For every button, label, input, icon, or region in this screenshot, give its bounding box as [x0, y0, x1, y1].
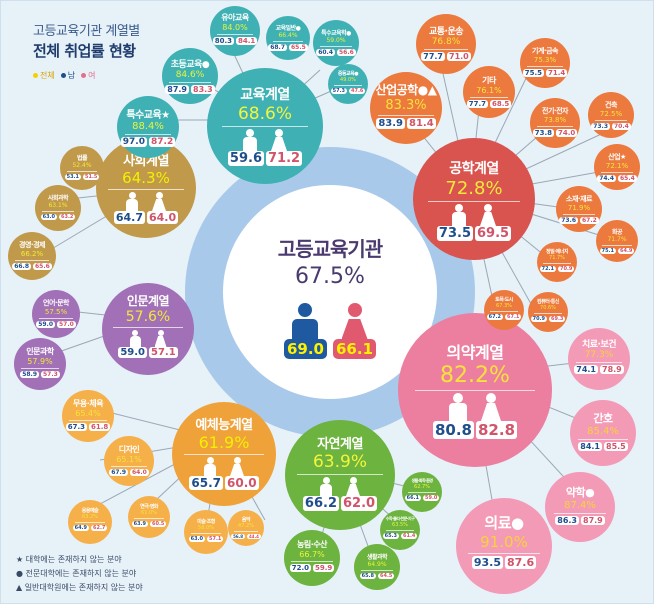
female-figure: 66.1: [333, 303, 377, 359]
female-person-icon: [152, 192, 166, 211]
sub-home-science: 생활과학 64.9% 65.8 64.5: [354, 544, 400, 590]
center-female-value: 66.1: [333, 339, 377, 359]
male-person-icon: [320, 477, 332, 496]
group-natural: 자연계열 63.9% 66.2 62.0: [285, 420, 395, 530]
legend-female: 여: [81, 70, 95, 81]
male-person-icon: [126, 192, 138, 211]
male-person-icon: [204, 457, 216, 476]
female-person-icon: [230, 457, 244, 476]
sub-general-education: 교육일반● 66.4% 68.7 65.5: [266, 16, 310, 60]
dot-icon: [60, 73, 66, 78]
sub-architecture: 건축 72.5% 73.3 70.4: [588, 92, 634, 138]
sub-therapy-health: 치료·보건 77.3% 74.1 78.9: [568, 328, 630, 390]
female-person-icon: [154, 330, 167, 347]
male-person-icon: [298, 303, 313, 317]
sub-materials: 소재·재료 71.9% 73.6 67.2: [556, 186, 602, 232]
sub-computer-communication: 컴퓨터·통신 70.6% 70.9 69.3: [528, 292, 568, 332]
sub-fine-arts: 미술·조형 58.0% 63.0 57.1: [184, 510, 228, 554]
legend: 전체 남 여: [33, 70, 95, 81]
note-circle: ● 전문대학에는 존재하지 않는 분야: [16, 569, 137, 578]
sub-math-physics-earth: 수학·물리·천문·지구 63.5% 65.3 61.4: [380, 510, 420, 550]
sub-special-ed-studies: 특수교육학● 59.0% 60.4 56.6: [313, 20, 359, 66]
sub-business-economics: 경영·경제 66.2% 66.8 65.6: [8, 232, 56, 280]
female-person-icon: [346, 477, 360, 496]
female-person-icon: [481, 393, 501, 421]
sub-music: 음악 47.2% 56.8 44.4: [228, 510, 264, 546]
sub-transport: 교통·운송 76.8% 77.7 71.0: [416, 14, 476, 74]
center-male-value: 69.0: [283, 339, 327, 359]
sub-humanities-science: 인문과학 57.9% 58.9 57.3: [14, 338, 66, 390]
group-education: 교육계열 68.6% 59.6 71.2: [207, 68, 323, 184]
chart-subtitle: 고등교육기관 계열별: [33, 24, 140, 39]
sub-language-literature: 언어·문학 57.5% 59.0 57.0: [32, 290, 80, 338]
male-person-icon: [243, 129, 257, 151]
sub-other: 기타 76.1% 77.7 68.5: [463, 66, 515, 118]
sub-life-chem-env: 생활·화학·환경 62.7% 66.1 59.0: [402, 472, 442, 512]
center-pct: 67.5%: [295, 264, 365, 289]
sub-electrical-electronics: 전기·전자 73.8% 73.8 74.0: [530, 98, 580, 148]
sub-agriculture-fishery: 농림·수산 66.7% 72.0 59.9: [284, 530, 340, 586]
male-figure: 69.0: [283, 303, 327, 359]
female-person-icon: [480, 204, 496, 226]
sub-mechanical-metal: 기계·금속 75.3% 75.5 71.4: [520, 38, 570, 88]
female-person-icon: [347, 303, 362, 317]
sub-law: 법률 52.4% 53.1 51.5: [60, 146, 104, 190]
center-name: 고등교육기관: [277, 237, 383, 261]
sub-industrial: 산업★ 72.1% 74.4 65.4: [594, 144, 640, 190]
sub-dance-sports: 무용·체육 65.4% 67.3 61.8: [62, 390, 114, 442]
male-person-icon: [452, 204, 466, 226]
sub-design: 디자인 65.1% 67.9 64.0: [104, 436, 154, 486]
female-person-icon: [271, 129, 287, 151]
sub-social-science: 사회과학 63.1% 63.0 63.2: [35, 185, 81, 231]
dot-icon: [81, 73, 87, 78]
male-person-icon: [129, 330, 141, 347]
legend-total: 전체: [33, 70, 55, 81]
chart-title: 전체 취업률 현황: [33, 42, 136, 60]
sub-precision-energy: 정밀·에너지 71.7% 72.1 70.9: [537, 242, 577, 282]
sub-civil-urban: 토목·도시 67.3% 67.2 67.1: [484, 290, 524, 330]
sub-elementary-education: 초등교육● 84.6% 87.9 83.3: [162, 48, 218, 104]
center-total-circle: 고등교육기관 67.5% 69.0 66.1: [223, 185, 437, 399]
note-triangle: ▲ 일반대학원에는 존재하지 않는 분야: [16, 583, 143, 592]
sub-secondary-education: 중등교육● 49.0% 57.3 47.6: [328, 64, 368, 104]
sub-pharmacy: 약학● 87.4% 86.3 87.9: [545, 472, 615, 542]
sub-special-education: 특수교육★ 88.4% 97.0 87.2: [117, 96, 179, 158]
dot-icon: [33, 73, 38, 78]
group-engineering: 공학계열 72.8% 73.5 69.5: [413, 138, 535, 260]
legend-male: 남: [60, 70, 75, 81]
group-medical: 의약계열 82.2% 80.8 82.8: [398, 313, 552, 467]
sub-nursing: 간호 85.4% 84.1 85.5: [570, 400, 636, 466]
sub-applied-arts: 응용예술 63.2% 64.9 62.7: [68, 500, 112, 544]
group-arts: 예체능계열 61.9% 65.7 60.0: [172, 402, 276, 506]
sub-medicine: 의료● 91.0% 93.5 87.6: [456, 498, 552, 594]
group-humanities: 인문계열 57.6% 59.0 57.1: [102, 283, 194, 375]
sub-theater-film: 연극·영화 61.0% 63.9 60.5: [128, 496, 170, 538]
footnotes: ★ 대학에는 존재하지 않는 분야 ● 전문대학에는 존재하지 않는 분야 ▲ …: [16, 553, 143, 595]
sub-early-childhood: 유아교육 84.0% 80.3 84.1: [210, 6, 260, 56]
sub-chemical: 화공 71.7% 75.1 64.9: [596, 220, 638, 262]
sub-industrial-engineering: 산업공학●▲ 83.3% 83.9 81.4: [370, 72, 442, 144]
male-person-icon: [449, 393, 467, 421]
note-star: ★ 대학에는 존재하지 않는 분야: [16, 555, 122, 564]
